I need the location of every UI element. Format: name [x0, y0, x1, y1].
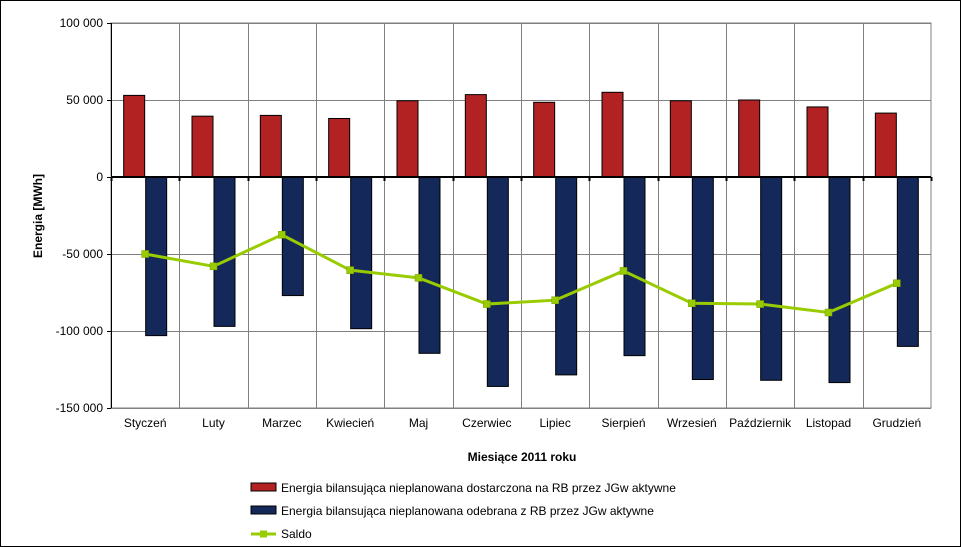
- saldo-point: [141, 250, 149, 258]
- y-tick-labels: 100 000 50 000 0 -50 000 -100 000 -150 000: [56, 16, 104, 415]
- y-tick-label: -50 000: [62, 247, 103, 261]
- x-tick-label: Grudzień: [872, 416, 921, 430]
- grid: [111, 23, 931, 409]
- bar-received: [896, 176, 919, 347]
- legend-swatch: [250, 505, 277, 515]
- y-axis-title: Energia [MWh]: [31, 174, 45, 258]
- bar-received: [828, 176, 851, 384]
- x-tick-label: Październik: [729, 416, 792, 430]
- legend-marker: [260, 530, 267, 538]
- bar-received: [760, 176, 783, 381]
- saldo-point: [278, 231, 286, 239]
- bar-delivered: [601, 91, 624, 178]
- saldo-point: [688, 299, 696, 308]
- y-tick-label: 0: [96, 170, 103, 184]
- bar-delivered: [328, 117, 351, 178]
- bar-delivered: [191, 115, 214, 178]
- bar-delivered: [396, 100, 419, 178]
- legend-swatch: [250, 482, 277, 492]
- bar-received: [350, 176, 373, 330]
- saldo-point: [619, 267, 628, 275]
- x-tick-label: Styczeń: [124, 416, 167, 430]
- saldo-point: [756, 300, 764, 308]
- x-tick-labels: Styczeń Luty Marzec Kwiecień Maj Czerwiec Lipi…: [124, 416, 921, 430]
- bar-delivered: [464, 94, 487, 178]
- saldo-point: [483, 300, 491, 308]
- legend: Energia bilansująca nieplanowana dostarc…: [250, 481, 676, 541]
- bar-received: [418, 176, 441, 354]
- x-tick-label: Kwiecień: [326, 416, 374, 430]
- saldo-line-group: [141, 231, 901, 317]
- bars: [123, 91, 919, 387]
- saldo-point: [414, 274, 423, 282]
- bar-delivered: [874, 112, 897, 178]
- saldo-point: [551, 296, 559, 304]
- x-tick-label: Marzec: [262, 416, 301, 430]
- x-tick-label: Maj: [409, 416, 428, 430]
- bar-delivered: [738, 99, 761, 178]
- saldo-point: [209, 262, 218, 271]
- y-tick-label: 50 000: [66, 93, 103, 107]
- bar-delivered: [533, 101, 556, 178]
- saldo-point: [346, 266, 354, 274]
- x-tick-label: Wrzesień: [667, 416, 717, 430]
- bar-delivered: [123, 94, 146, 178]
- y-tick-label: -150 000: [56, 401, 104, 415]
- bar-delivered: [806, 106, 829, 178]
- legend-label: Energia bilansująca nieplanowana odebran…: [281, 504, 654, 518]
- y-tick-label: -100 000: [56, 324, 104, 338]
- bar-received: [623, 176, 646, 357]
- x-tick-label: Luty: [202, 416, 225, 430]
- x-tick-label: Lipiec: [539, 416, 570, 430]
- bar-received: [691, 176, 714, 381]
- legend-label: Saldo: [281, 527, 312, 541]
- x-tick-label: Czerwiec: [462, 416, 511, 430]
- saldo-point: [893, 279, 901, 288]
- legend-label: Energia bilansująca nieplanowana dostarc…: [281, 481, 676, 495]
- bar-delivered: [259, 114, 282, 178]
- x-tick-label: Listopad: [806, 416, 851, 430]
- bar-received: [213, 176, 236, 327]
- bar-received: [555, 176, 578, 376]
- x-tick-label: Sierpień: [601, 416, 645, 430]
- axes: [107, 23, 933, 409]
- saldo-point: [824, 308, 833, 317]
- saldo-line: [144, 233, 898, 315]
- bar-received: [486, 176, 509, 387]
- x-axis-title: Miesiące 2011 roku: [468, 450, 577, 464]
- y-tick-label: 100 000: [60, 16, 104, 30]
- bar-delivered: [669, 100, 692, 178]
